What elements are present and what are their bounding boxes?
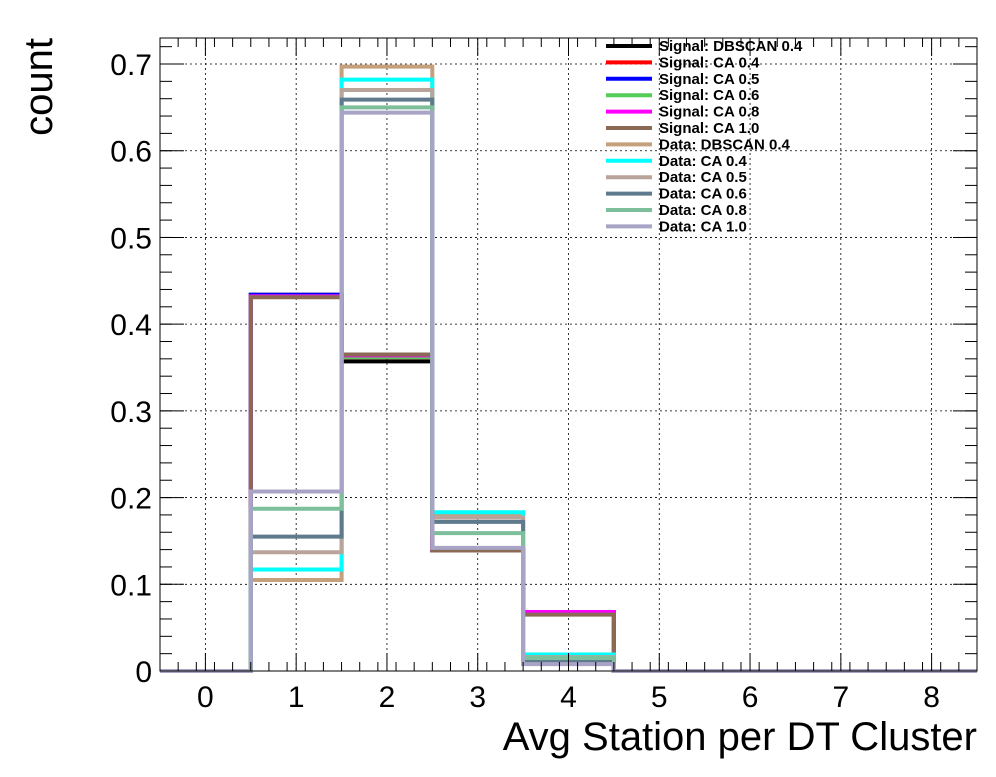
legend-label: Signal: CA 1.0 [659, 120, 759, 137]
tick-labels: 0 1 2 3 4 5 6 7 8 0 0.1 0.2 0.3 0.4 0.5 0.6 0.7 [110, 49, 940, 714]
legend-label: Data: CA 0.8 [659, 202, 747, 219]
axis-ticks [159, 38, 978, 672]
y-tick-label: 0.7 [110, 49, 152, 82]
x-tick-label: 3 [469, 681, 486, 714]
x-tick-label: 1 [288, 681, 305, 714]
legend-label: Data: CA 0.4 [659, 153, 747, 170]
y-tick-label: 0.1 [110, 569, 152, 602]
legend-label: Signal: CA 0.4 [659, 54, 760, 71]
legend-label: Signal: CA 0.5 [659, 71, 759, 88]
y-axis-title: count [17, 38, 61, 136]
y-tick-label: 0.5 [110, 222, 152, 255]
x-tick-label: 6 [742, 681, 759, 714]
y-tick-label: 0.3 [110, 396, 152, 429]
x-tick-label: 0 [197, 681, 214, 714]
x-tick-label: 2 [379, 681, 396, 714]
legend-label: Data: DBSCAN 0.4 [659, 136, 791, 153]
y-tick-label: 0.4 [110, 309, 152, 342]
legend-label: Signal: DBSCAN 0.4 [659, 38, 803, 55]
x-tick-label: 7 [832, 681, 849, 714]
legend-label: Data: CA 1.0 [659, 218, 747, 235]
legend-label: Signal: CA 0.6 [659, 87, 759, 104]
y-tick-label: 0.2 [110, 483, 152, 516]
x-tick-label: 5 [651, 681, 668, 714]
y-tick-label: 0 [135, 656, 152, 689]
y-tick-label: 0.6 [110, 136, 152, 169]
legend-label: Data: CA 0.6 [659, 186, 747, 203]
x-axis-title: Avg Station per DT Cluster [503, 715, 977, 759]
legend-label: Signal: CA 0.8 [659, 104, 759, 121]
x-tick-label: 4 [560, 681, 577, 714]
x-tick-label: 8 [923, 681, 940, 714]
legend-label: Data: CA 0.5 [659, 169, 747, 186]
grid-lines [160, 38, 977, 671]
